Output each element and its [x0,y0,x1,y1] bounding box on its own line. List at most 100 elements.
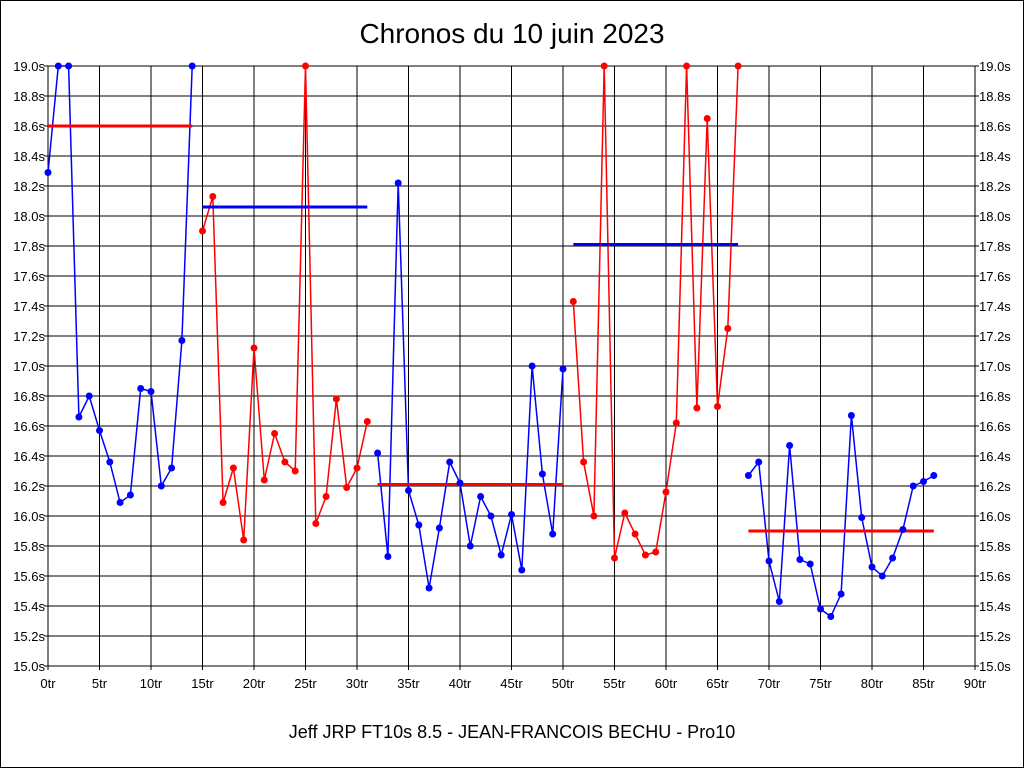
data-point [683,62,691,70]
y-tick-label-right: 15.6s [979,569,1011,584]
y-tick-label: 16.4s [13,449,45,464]
y-tick-label-right: 16.0s [979,509,1011,524]
y-tick-label: 15.2s [13,629,45,644]
data-point [765,557,773,565]
y-tick-label: 19.0s [13,59,45,74]
y-tick-label: 16.6s [13,419,45,434]
chart-subtitle: Jeff JRP FT10s 8.5 - JEAN-FRANCOIS BECHU… [288,722,736,742]
data-point [662,488,670,496]
data-point [538,470,546,478]
data-point [456,479,464,487]
x-tick-label: 80tr [861,676,884,691]
y-tick-label-right: 17.8s [979,239,1011,254]
y-tick-label: 17.4s [13,299,45,314]
data-point [600,62,608,70]
data-point [847,412,855,419]
data-point [909,482,917,490]
x-tick-label: 90tr [964,676,987,691]
data-point [652,548,660,556]
x-tick-label: 40tr [449,676,472,691]
data-point [65,62,73,70]
data-point [775,598,783,605]
data-point [250,344,258,352]
y-tick-label-right: 15.2s [979,629,1011,644]
data-point [621,509,629,517]
y-tick-label-right: 18.4s [979,149,1011,164]
data-point [466,542,474,550]
data-point [415,521,423,529]
data-point [920,478,927,485]
y-tick-label-right: 15.4s [979,599,1011,614]
data-point [580,458,588,466]
data-point [714,403,721,410]
y-tick-label: 15.8s [13,539,45,554]
x-tick-label: 25tr [294,676,317,691]
y-tick-label: 18.6s [13,119,45,134]
data-point [168,464,176,472]
y-tick-label-right: 15.0s [979,659,1011,674]
data-point [559,365,567,373]
data-point [75,413,83,421]
y-tick-label-right: 16.2s [979,479,1011,494]
data-point [930,472,938,479]
series-line-1 [47,65,193,504]
data-point [868,563,876,571]
series-line-3 [376,182,564,589]
y-tick-label-right: 17.0s [979,359,1011,374]
data-point [302,62,309,70]
data-point [734,62,742,70]
data-point [219,499,227,506]
data-point [96,427,103,434]
y-tick-label-right: 15.8s [979,539,1011,554]
data-point [899,526,907,533]
y-tick-label: 17.8s [13,239,45,254]
x-tick-label: 75tr [809,676,832,691]
y-tick-label: 18.8s [13,89,45,104]
x-tick-label: 50tr [552,676,575,691]
data-point [796,556,804,563]
data-point [827,613,835,620]
y-tick-label-right: 19.0s [979,59,1011,74]
data-point [106,458,114,466]
data-point [147,388,155,395]
data-point [188,62,196,70]
data-point [85,392,93,400]
data-point [157,482,165,490]
series-line-4 [572,65,739,559]
data-point [394,179,402,187]
data-point [384,553,392,560]
data-point [487,512,495,520]
data-point [518,566,526,574]
data-point [817,605,824,613]
data-point [209,193,217,200]
data-point [611,554,618,562]
data-point [889,554,897,562]
x-tick-label: 20tr [243,676,266,691]
data-point [137,385,145,392]
data-point [477,493,485,500]
data-point [631,530,639,538]
data-point [569,298,577,305]
data-point [116,499,124,506]
y-tick-label-right: 16.4s [979,449,1011,464]
data-point [405,487,412,494]
data-point [497,551,505,559]
y-tick-label: 15.4s [13,599,45,614]
y-tick-label-right: 18.2s [979,179,1011,194]
data-point [786,442,794,449]
data-point [837,590,845,598]
x-tick-label: 65tr [706,676,729,691]
data-point [291,467,299,475]
data-point [744,472,752,479]
y-tick-label: 16.2s [13,479,45,494]
data-point [126,491,134,499]
data-point [549,530,557,538]
y-tick-label: 17.6s [13,269,45,284]
y-tick-label: 15.6s [13,569,45,584]
data-point [693,404,701,412]
x-tick-label: 0tr [40,676,56,691]
x-tick-label: 30tr [346,676,369,691]
y-tick-label: 17.0s [13,359,45,374]
data-point [332,395,340,403]
x-tick-label: 35tr [397,676,420,691]
